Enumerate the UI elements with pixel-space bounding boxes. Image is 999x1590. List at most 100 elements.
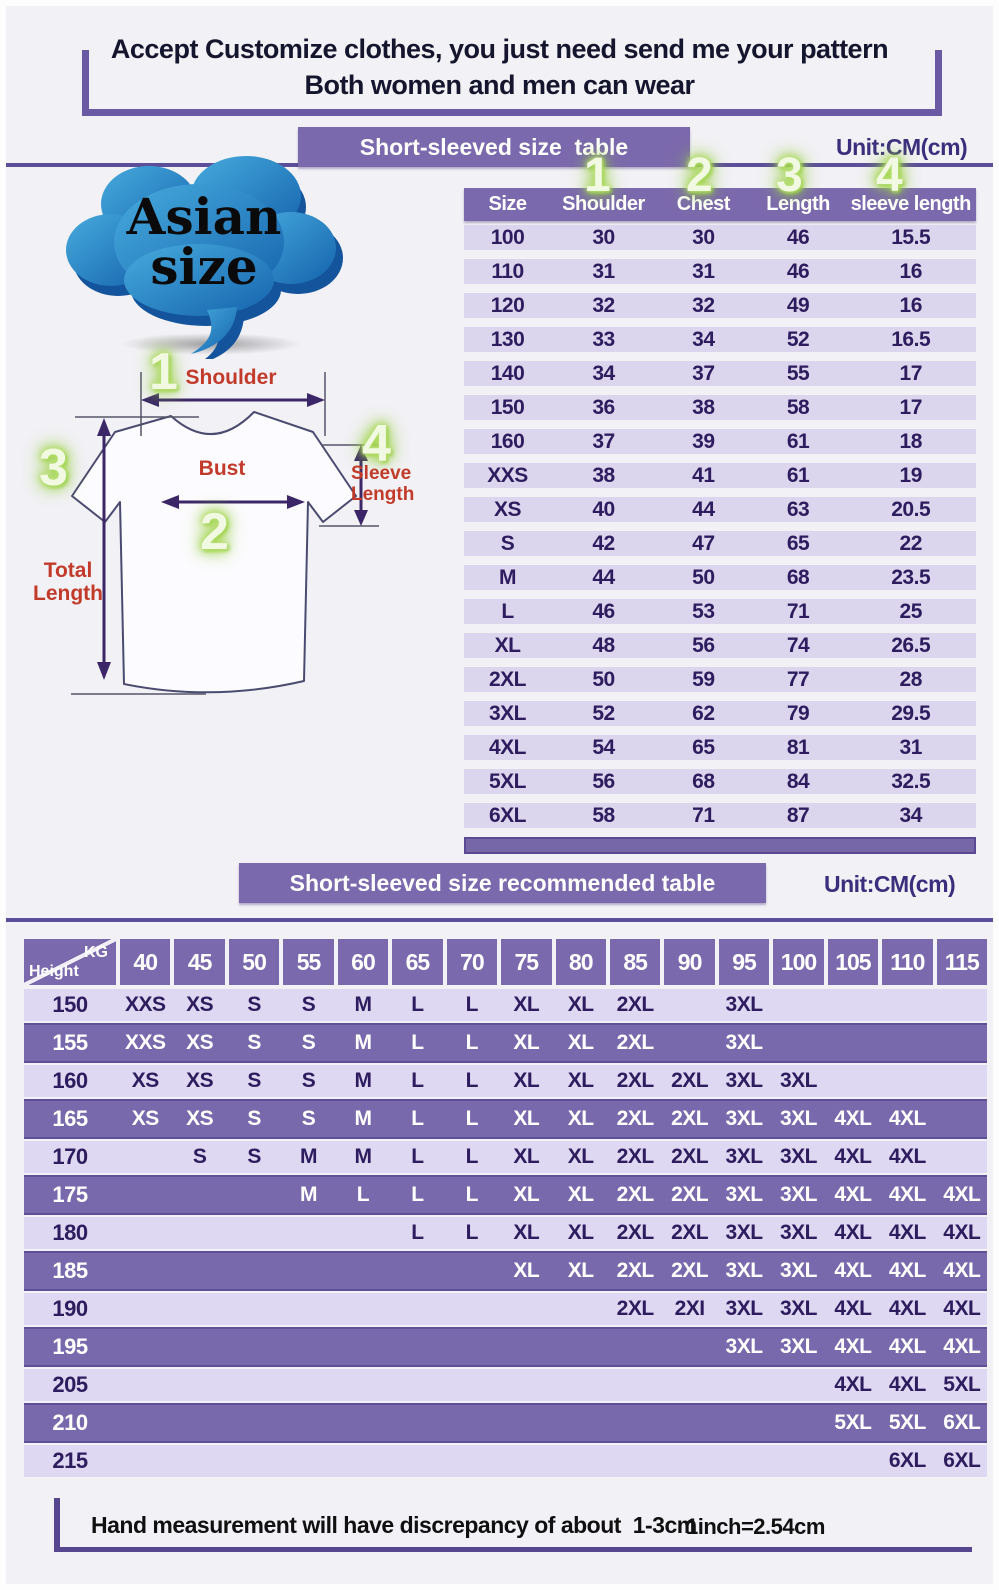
- recommend-size-cell: L: [411, 1145, 424, 1168]
- recommend-size-cell: S: [247, 1107, 261, 1130]
- recommend-table-row: 160 XS XS S S M L L XL XL 2XL 2XL 3XL 3XL: [24, 1065, 987, 1097]
- recommend-size-cell: 2XL: [671, 1107, 709, 1130]
- size-table-cell: 71: [786, 599, 810, 623]
- weight-column-header: 95: [718, 939, 770, 985]
- weight-column-header: 75: [501, 939, 552, 985]
- size-table-cell: 32: [592, 293, 615, 317]
- size-table-row: XS 40 44 63 20.5: [464, 497, 976, 522]
- recommend-table-row: 180 L L XL XL 2XL 2XL 3XL 3XL 4XL 4XL 4XL: [24, 1217, 987, 1249]
- size-table-cell: 84: [786, 769, 810, 793]
- recommend-size-cell: L: [356, 1183, 370, 1206]
- recommend-size-cell: L: [465, 1069, 479, 1092]
- recommend-size-cell: 3XL: [725, 1183, 764, 1206]
- recommend-size-cell: XS: [131, 1107, 160, 1130]
- weight-column-header: 110: [882, 939, 933, 985]
- size-table-row: 120 32 32 49 16: [464, 293, 976, 318]
- weight-column-header: 90: [664, 939, 715, 985]
- recommend-size-cell: 3XL: [779, 1107, 818, 1130]
- size-table-cell: 5XL: [489, 769, 527, 793]
- size-table-cell: 29.5: [891, 701, 931, 725]
- recommend-size-cell: XL: [513, 1259, 540, 1282]
- sleeve-length-arrow: [319, 444, 379, 527]
- weight-column-header: 115: [936, 939, 987, 985]
- recommend-size-cell: L: [411, 1183, 424, 1206]
- weight-column-header: 105: [827, 939, 879, 985]
- title-bracket: [82, 50, 942, 116]
- height-label-cell: 165: [52, 1106, 88, 1131]
- recommend-size-cell: 4XL: [943, 1259, 981, 1282]
- size-table-cell: XL: [494, 633, 521, 657]
- size-table-cell: 46: [592, 599, 615, 623]
- recommend-size-cell: 3XL: [725, 1069, 764, 1092]
- marker-2-chest: 2: [686, 149, 713, 202]
- shirt-diagram: [21, 336, 451, 716]
- size-table-cell: 74: [786, 633, 810, 657]
- size-table-cell: 31: [692, 259, 715, 283]
- recommend-size-cell: XL: [513, 1183, 540, 1206]
- recommend-size-cell: 3XL: [779, 1221, 818, 1244]
- footer-conversion: 1inch=2.54cm: [686, 1514, 825, 1539]
- recommend-size-cell: 4XL: [888, 1107, 927, 1130]
- size-table-cell: 81: [786, 735, 810, 759]
- size-table-cell: 16.5: [891, 327, 931, 351]
- size-table-cell: 48: [592, 633, 615, 657]
- recommend-size-cell: XL: [513, 1145, 540, 1168]
- size-table-cell: 34: [899, 803, 923, 827]
- total-length-label-line2: Length: [33, 582, 103, 606]
- tshirt-outline: [71, 411, 357, 694]
- recommend-size-cell: 3XL: [725, 1031, 764, 1054]
- size-table-row: 4XL 54 65 81 31: [464, 735, 976, 760]
- total-length-label-line1: Total: [43, 559, 93, 582]
- diagram-number-sleeve-length: 4: [362, 415, 391, 473]
- height-label-cell: 155: [52, 1030, 88, 1055]
- recommend-size-cell: L: [465, 993, 479, 1016]
- size-table-banner: Short-sleeved size table: [298, 127, 690, 167]
- recommend-size-cell: S: [247, 1145, 261, 1168]
- size-table-cell: 59: [692, 667, 715, 691]
- marker-3-length: 3: [776, 149, 803, 202]
- recommend-table-row: 205 4XL 4XL 5XL: [24, 1369, 987, 1401]
- size-table-cell: 50: [692, 565, 715, 589]
- recommend-size-cell: L: [411, 1221, 424, 1244]
- size-table-cell: 160: [490, 429, 525, 453]
- size-table-cell: 52: [786, 327, 810, 351]
- total-length-arrow: [71, 416, 206, 695]
- recommend-size-cell: 2XL: [616, 1107, 655, 1130]
- size-table-row: 3XL 52 62 79 29.5: [464, 701, 976, 726]
- size-table-cell: 20.5: [891, 497, 931, 521]
- size-table-cell: 56: [592, 769, 615, 793]
- recommend-size-cell: 4XL: [834, 1183, 872, 1206]
- size-table-cell: XS: [494, 497, 522, 521]
- size-table-cell: 87: [786, 803, 810, 827]
- recommend-size-cell: 4XL: [943, 1183, 981, 1206]
- weight-column-header: 45: [174, 939, 225, 985]
- recommend-size-cell: XL: [513, 1069, 540, 1092]
- recommend-size-cell: 2XL: [671, 1145, 709, 1168]
- recommend-size-cell: 4XL: [834, 1145, 872, 1168]
- size-table-cell: 2XL: [489, 667, 527, 691]
- size-table-cell: 68: [692, 769, 715, 793]
- recommend-size-cell: 4XL: [888, 1297, 927, 1320]
- size-table-cell: 79: [786, 701, 810, 725]
- cloud-front-layer: [66, 156, 336, 354]
- size-table-cell: 110: [491, 259, 524, 283]
- sleeve-length-label: Sleeve Length: [351, 463, 441, 506]
- recommend-size-cell: XL: [567, 1069, 594, 1092]
- size-table-cell: 53: [692, 599, 715, 623]
- recommend-size-cell: 2XL: [616, 1297, 655, 1320]
- diagram-number-total-length: 3: [39, 439, 68, 497]
- recommend-table-row: 175 M L L L XL XL 2XL 2XL 3XL 3XL 4XL 4XL 4XL: [24, 1177, 987, 1213]
- size-table-cell: 39: [692, 429, 715, 453]
- asian-size-cloud: Asian size: [56, 144, 356, 364]
- size-table-cell: 22: [899, 531, 923, 555]
- size-table-row: 140 34 37 55 17: [464, 361, 976, 386]
- recommend-size-cell: XL: [513, 993, 540, 1016]
- size-table-cell: 42: [592, 531, 615, 555]
- size-table-row: 100 30 30 46 15.5: [464, 225, 976, 250]
- recommend-size-cell: M: [300, 1145, 318, 1168]
- recommend-size-cell: L: [465, 1107, 479, 1130]
- size-table-column-header: Size: [488, 193, 528, 215]
- size-table-row: XL 48 56 74 26.5: [464, 633, 976, 658]
- recommend-size-cell: XL: [567, 1221, 594, 1244]
- recommend-size-cell: XL: [513, 1107, 540, 1130]
